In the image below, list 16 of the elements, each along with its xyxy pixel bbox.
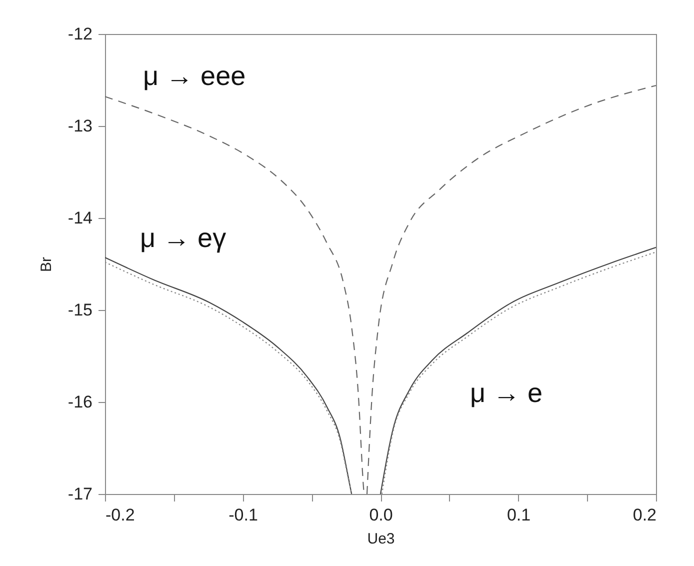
y-tick-label: -16 (68, 392, 92, 412)
annotation: μ → e (470, 378, 543, 408)
y-tick-label: -17 (68, 484, 92, 504)
y-tick-label: -12 (68, 24, 92, 44)
y-tick-label: -13 (68, 116, 92, 136)
x-axis-title: Ue3 (367, 530, 395, 548)
x-tick-label: 0.0 (369, 506, 393, 524)
x-tick-label: 0.1 (506, 506, 531, 524)
annotation: μ → eee (143, 61, 246, 91)
x-tick-label: -0.2 (106, 506, 135, 524)
y-axis-title: Br (38, 256, 55, 272)
y-tick-label: -15 (68, 300, 92, 320)
x-tick-label: -0.1 (228, 506, 258, 524)
x-tick-label: 0.2 (632, 506, 656, 524)
y-tick-label: -14 (68, 208, 92, 228)
annotation: μ → eγ (140, 223, 227, 253)
